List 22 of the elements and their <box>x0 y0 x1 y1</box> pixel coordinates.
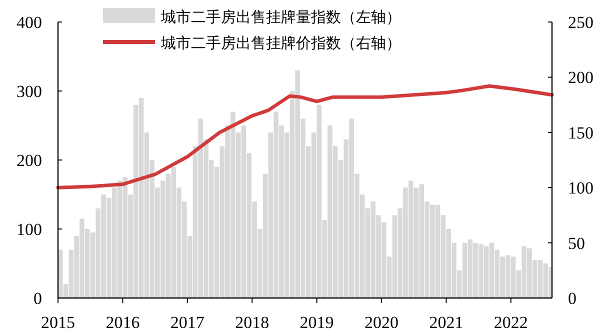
x-tick-label: 2021 <box>429 313 464 332</box>
legend-label: 城市二手房出售挂牌价指数（右轴） <box>160 35 401 52</box>
y-tick-label: 300 <box>16 82 42 101</box>
x-tick-label: 2022 <box>494 313 528 332</box>
y2-tick-label: 50 <box>568 234 585 253</box>
y-tick-label: 100 <box>16 220 42 239</box>
y2-tick-label: 250 <box>568 13 594 32</box>
y-tick-label: 0 <box>34 289 42 308</box>
y2-tick-label: 150 <box>568 123 594 142</box>
y-tick-label: 200 <box>16 151 42 170</box>
x-tick-label: 2016 <box>106 313 140 332</box>
y2-tick-label: 0 <box>568 289 576 308</box>
y2-tick-label: 100 <box>568 178 594 198</box>
x-tick-label: 2018 <box>235 313 270 332</box>
x-tick-label: 2017 <box>170 313 205 332</box>
y-tick-label: 400 <box>16 13 42 32</box>
x-tick-label: 2020 <box>364 313 398 332</box>
line-series <box>56 84 554 190</box>
x-tick-label: 2019 <box>300 313 334 332</box>
x-tick-label: 2015 <box>41 313 75 332</box>
y2-tick-label: 200 <box>568 68 594 88</box>
legend-label: 城市二手房出售挂牌量指数（左轴） <box>160 9 401 26</box>
